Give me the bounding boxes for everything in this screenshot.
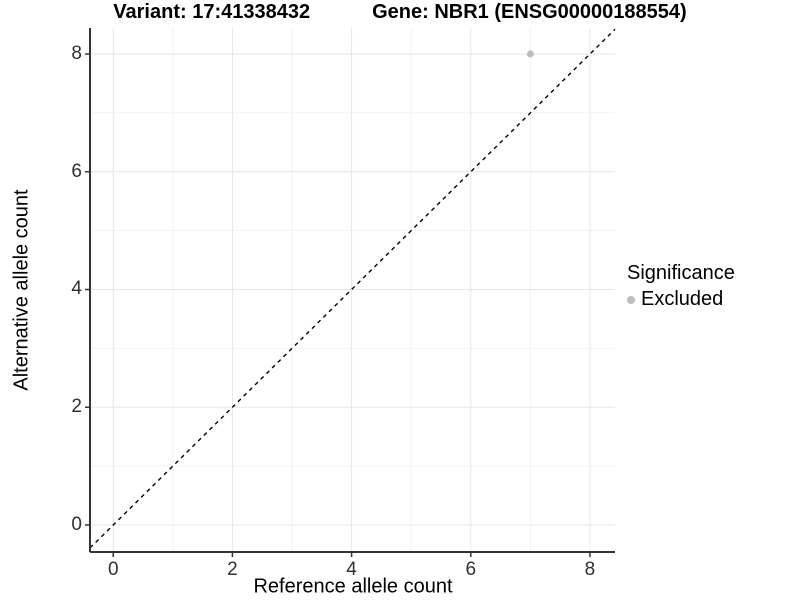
y-tick-label: 8 (71, 43, 82, 65)
legend-item-excluded: Excluded (627, 288, 735, 311)
y-tick-label: 6 (71, 160, 82, 182)
legend-title: Significance (627, 262, 735, 284)
y-tick-label: 4 (71, 278, 82, 300)
x-tick-label: 2 (227, 559, 238, 580)
gene-title: Gene: NBR1 (ENSG00000188554) (372, 1, 687, 23)
x-axis-title: Reference allele count (253, 575, 453, 598)
legend: Significance Excluded (627, 262, 735, 311)
legend-point-icon (627, 295, 635, 304)
x-tick-label: 4 (346, 559, 357, 580)
y-tick-label: 2 (71, 396, 82, 418)
legend-item-label: Excluded (641, 288, 724, 310)
plot-title: Variant: 17:41338432 Gene: NBR1 (ENSG000… (0, 1, 800, 24)
x-tick-label: 6 (465, 559, 477, 580)
data-point (526, 50, 534, 58)
variant-title: Variant: 17:41338432 (113, 1, 311, 23)
x-tick-label: 0 (107, 559, 119, 580)
identity-line (89, 28, 616, 549)
x-tick-label: 8 (584, 559, 596, 580)
y-axis-title: Alternative allele count (10, 189, 33, 391)
y-tick-label: 0 (71, 513, 82, 535)
